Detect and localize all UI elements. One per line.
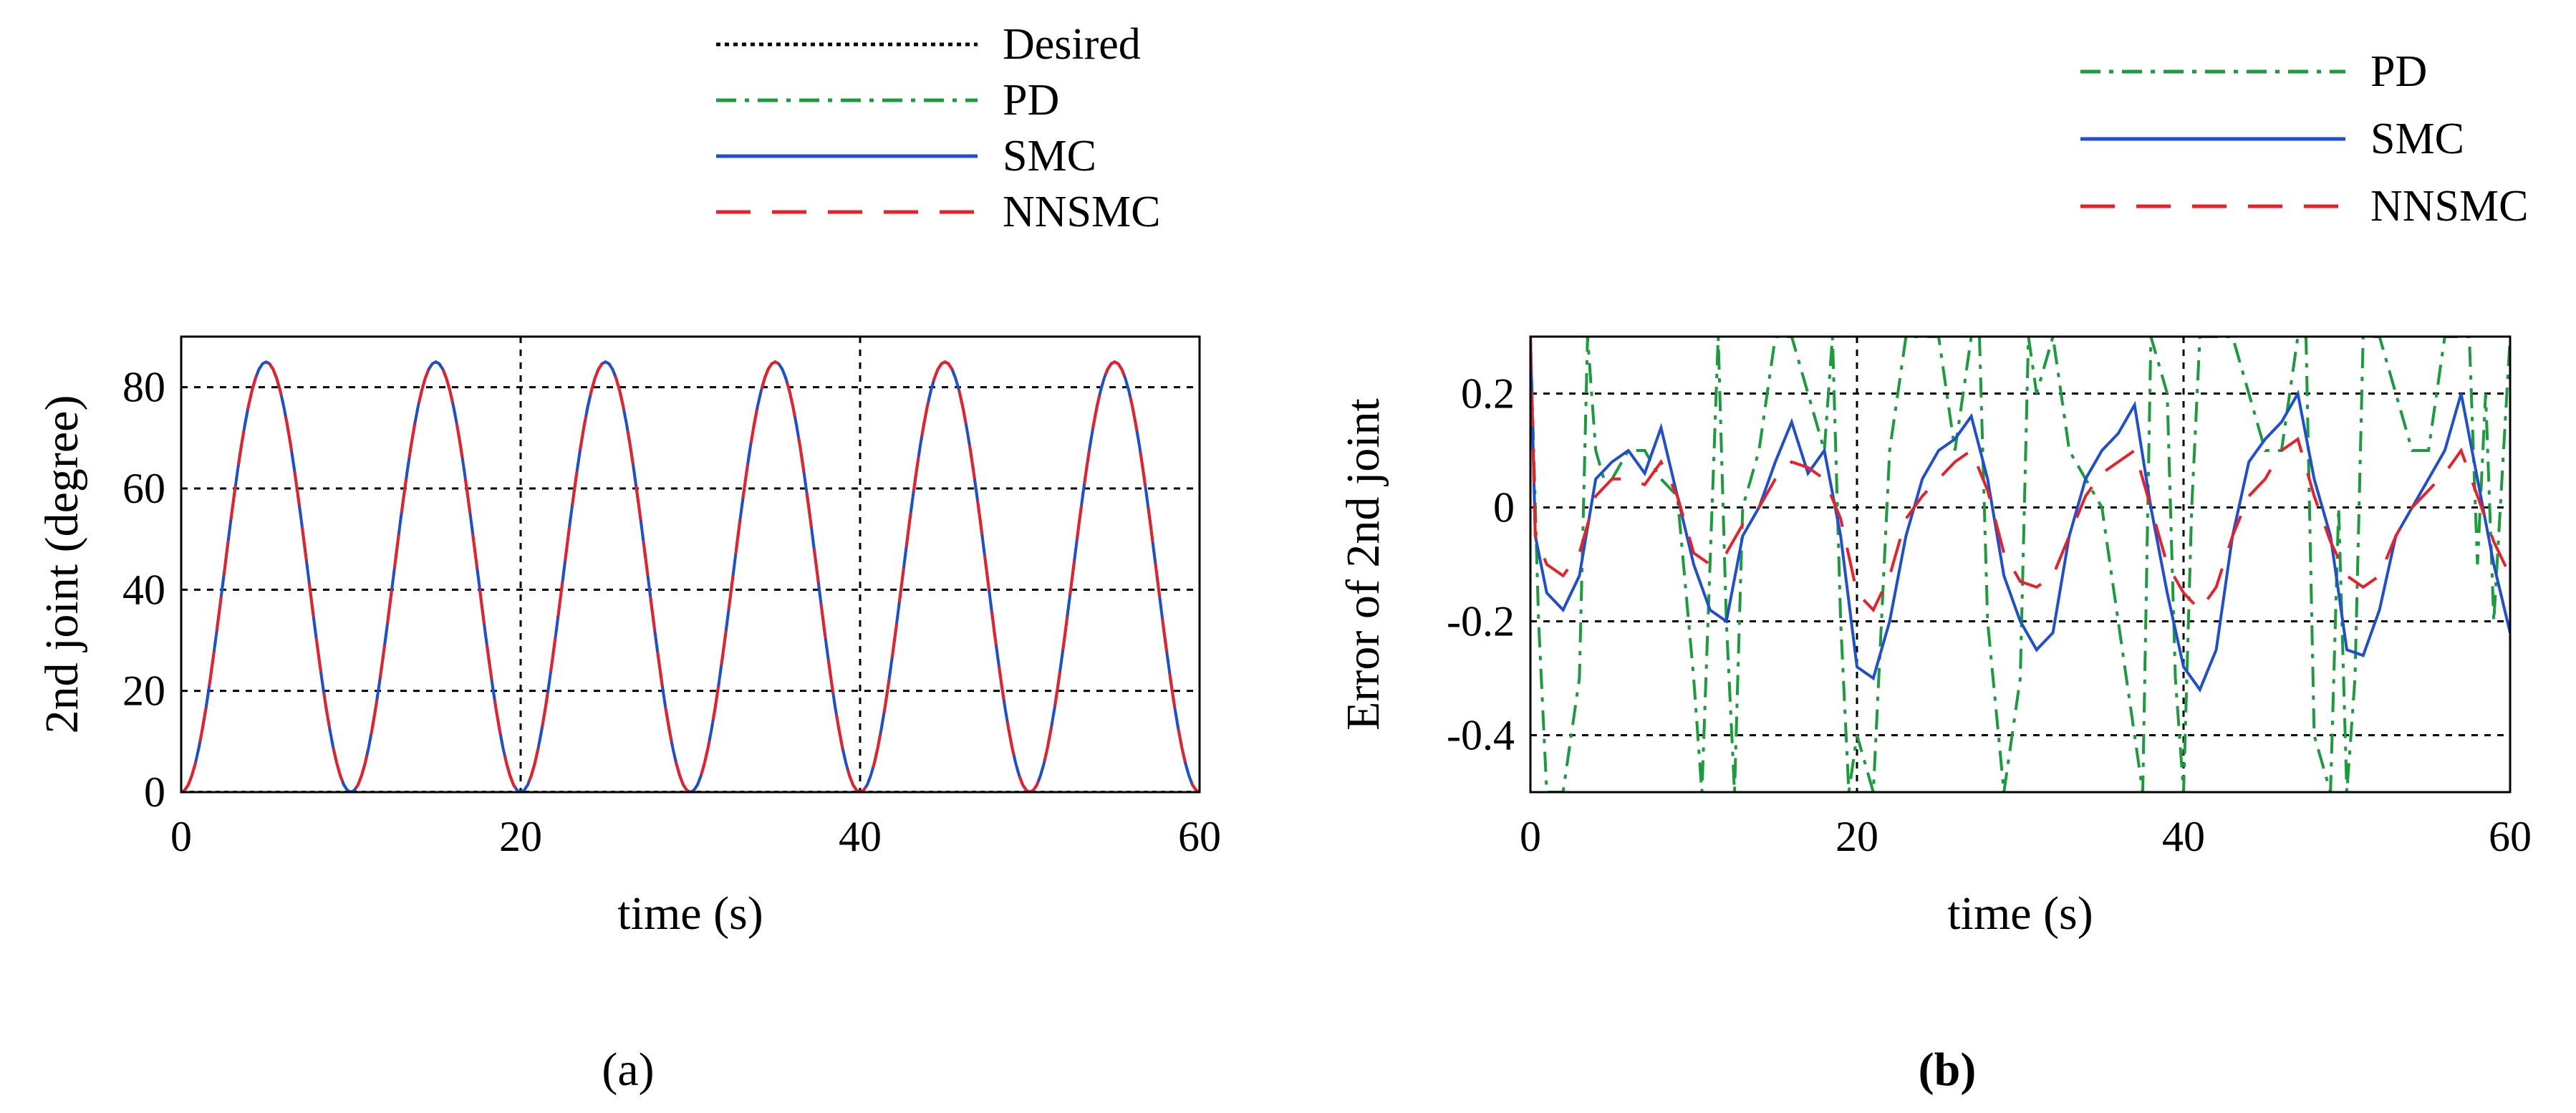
x-tick-label: 60 [2489, 813, 2532, 860]
y-tick-label: -0.2 [1447, 598, 1515, 645]
legend-label-smc: SMC [1003, 132, 1096, 180]
panel-b-series [1530, 337, 2510, 792]
panel-b-xlabel: time (s) [1947, 887, 2093, 940]
panel-b-grid [1530, 337, 2510, 792]
panel-b-ylabel: Error of 2nd joint [1337, 398, 1389, 731]
x-tick-label: 20 [1835, 813, 1878, 860]
panel-b: 0 20 40 60 -0.4 -0.2 0 0.2 time (s) Error of 2n… [1337, 47, 2532, 1096]
panel-a-legend: Desired PD SMC NNSMC [716, 20, 1161, 236]
y-tick-label: 20 [122, 668, 165, 715]
panel-a-ylabel: 2nd joint (degree) [36, 395, 88, 734]
y-tick-label: -0.4 [1447, 712, 1515, 759]
panel-a-frame [180, 335, 1201, 794]
panel-b-caption: (b) [1919, 1044, 1977, 1096]
panel-b-legend: PD SMC NNSMC [2080, 47, 2529, 231]
x-tick-label: 60 [1178, 813, 1221, 860]
series-line-pd [181, 360, 1200, 792]
y-tick-label: 60 [122, 465, 165, 512]
legend-label-pd: PD [2370, 47, 2427, 96]
x-tick-label: 20 [499, 813, 542, 860]
x-tick-label: 0 [170, 813, 192, 860]
series-line-smc [181, 360, 1200, 792]
y-tick-label: 40 [122, 566, 165, 613]
panel-a-grid [181, 337, 1200, 792]
x-tick-label: 0 [1520, 813, 1541, 860]
x-tick-label: 40 [2162, 813, 2205, 860]
panel-a-xlabel: time (s) [617, 887, 763, 940]
series-line-pd [1530, 337, 2510, 792]
series-line-nnsmc [1530, 337, 2510, 613]
y-tick-label: 80 [122, 364, 165, 411]
panel-b-frame [1529, 335, 2512, 794]
legend-label-nnsmc: NNSMC [2370, 182, 2529, 231]
x-tick-label: 40 [839, 813, 882, 860]
y-tick-label: 0.2 [1461, 370, 1515, 418]
y-tick-label: 0 [144, 768, 165, 816]
y-tick-label: 0 [1493, 484, 1515, 531]
panel-a-series [181, 360, 1200, 792]
panel-b-ticks: 0 20 40 60 -0.4 -0.2 0 0.2 [1447, 370, 2532, 861]
legend-label-pd: PD [1003, 76, 1059, 125]
legend-label-desired: Desired [1003, 20, 1141, 69]
panel-a-caption: (a) [602, 1044, 654, 1096]
panel-a: 0 20 40 60 0 20 40 60 80 time (s) 2nd joint (deg… [36, 20, 1221, 1096]
legend-label-smc: SMC [2370, 115, 2464, 163]
panel-a-ticks: 0 20 40 60 0 20 40 60 80 [122, 364, 1221, 860]
series-line-nnsmc [181, 360, 1200, 792]
legend-label-nnsmc: NNSMC [1003, 188, 1161, 236]
